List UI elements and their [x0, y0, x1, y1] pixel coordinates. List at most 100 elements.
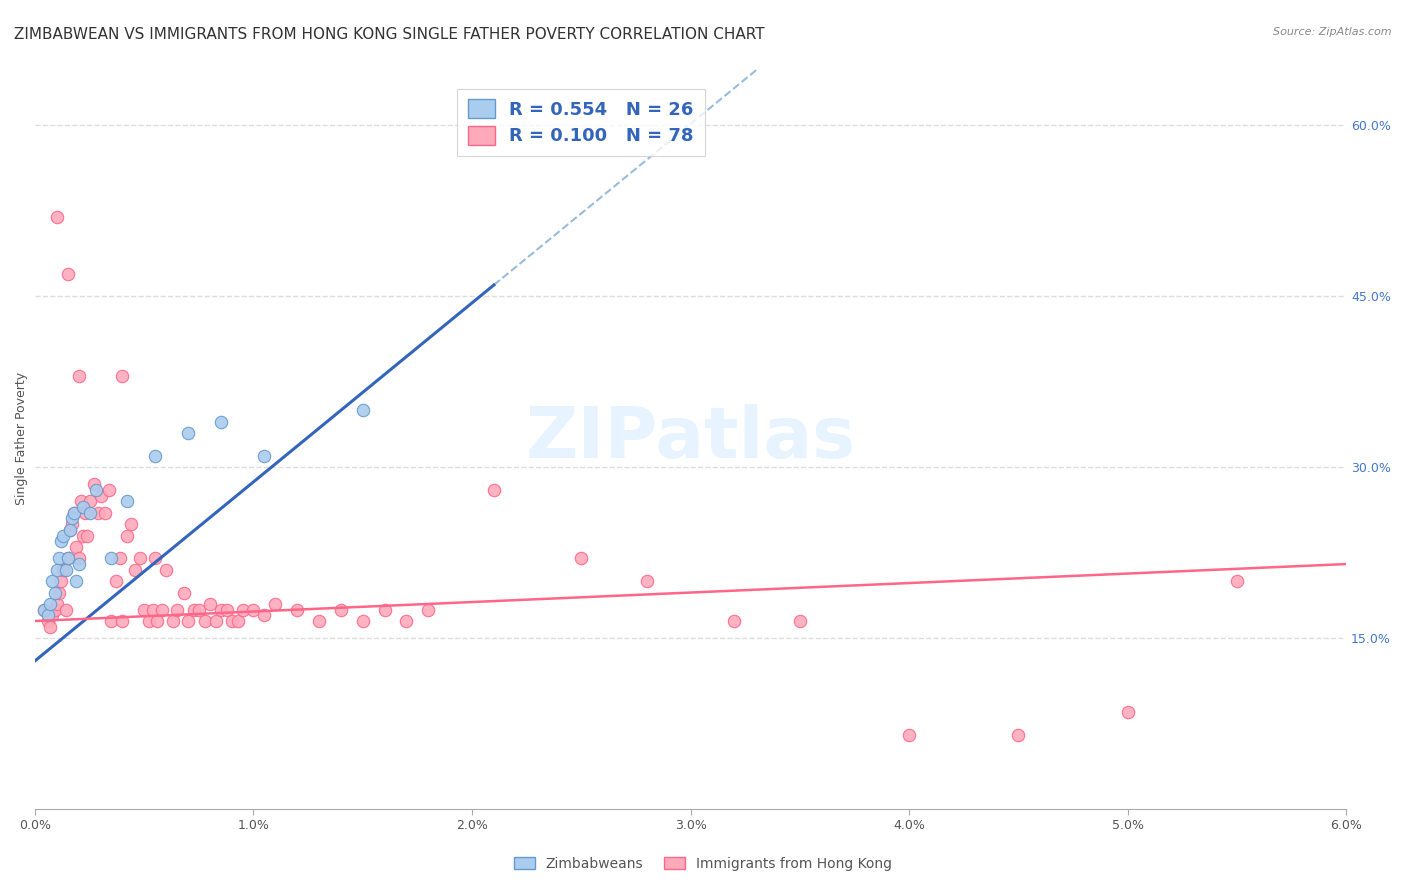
Point — [111, 614, 134, 628]
Point — [65, 540, 87, 554]
Point — [100, 614, 122, 628]
Point — [51, 574, 73, 589]
Point — [51, 534, 73, 549]
Point — [183, 602, 205, 616]
Point — [100, 551, 122, 566]
Point — [84, 483, 107, 497]
Point — [32, 602, 55, 616]
Point — [56, 267, 79, 281]
Point — [72, 500, 94, 515]
Point — [143, 449, 166, 463]
Point — [94, 506, 117, 520]
Point — [45, 597, 67, 611]
Point — [395, 614, 418, 628]
Point — [63, 506, 86, 520]
Point — [352, 403, 374, 417]
Point — [1226, 574, 1249, 589]
Point — [308, 614, 330, 628]
Point — [789, 614, 811, 628]
Point — [1116, 705, 1139, 719]
Point — [115, 494, 138, 508]
Text: ZIPatlas: ZIPatlas — [526, 404, 856, 474]
Point — [187, 602, 209, 616]
Point — [108, 551, 131, 566]
Point — [120, 517, 142, 532]
Point — [45, 563, 67, 577]
Point — [128, 551, 150, 566]
Point — [44, 602, 66, 616]
Point — [285, 602, 308, 616]
Point — [48, 551, 70, 566]
Text: ZIMBABWEAN VS IMMIGRANTS FROM HONG KONG SINGLE FATHER POVERTY CORRELATION CHART: ZIMBABWEAN VS IMMIGRANTS FROM HONG KONG … — [14, 27, 765, 42]
Point — [44, 585, 66, 599]
Point — [162, 614, 184, 628]
Text: Source: ZipAtlas.com: Source: ZipAtlas.com — [1274, 27, 1392, 37]
Point — [55, 602, 77, 616]
Y-axis label: Single Father Poverty: Single Father Poverty — [15, 372, 28, 505]
Point — [45, 210, 67, 224]
Point — [41, 574, 63, 589]
Point — [636, 574, 658, 589]
Point — [264, 597, 287, 611]
Point — [173, 585, 195, 599]
Point — [166, 602, 188, 616]
Point — [232, 602, 254, 616]
Point — [146, 614, 169, 628]
Point — [72, 528, 94, 542]
Legend: Zimbabweans, Immigrants from Hong Kong: Zimbabweans, Immigrants from Hong Kong — [509, 851, 897, 876]
Point — [98, 483, 121, 497]
Point — [134, 602, 156, 616]
Point — [1007, 728, 1029, 742]
Point — [60, 517, 83, 532]
Point — [898, 728, 921, 742]
Point — [52, 528, 75, 542]
Point — [63, 506, 86, 520]
Point — [65, 574, 87, 589]
Point — [59, 523, 82, 537]
Point — [177, 614, 200, 628]
Point — [194, 614, 217, 628]
Point — [79, 494, 101, 508]
Point — [329, 602, 352, 616]
Point — [150, 602, 173, 616]
Point — [209, 415, 232, 429]
Point — [60, 511, 83, 525]
Point — [52, 563, 75, 577]
Point — [79, 506, 101, 520]
Point — [39, 597, 62, 611]
Point — [374, 602, 396, 616]
Point — [142, 602, 165, 616]
Point — [32, 602, 55, 616]
Point — [39, 620, 62, 634]
Point — [569, 551, 592, 566]
Point — [55, 563, 77, 577]
Point — [143, 551, 166, 566]
Point — [75, 506, 97, 520]
Point — [352, 614, 374, 628]
Point — [253, 608, 276, 623]
Point — [67, 369, 90, 384]
Point — [221, 614, 243, 628]
Point — [89, 489, 111, 503]
Point — [418, 602, 440, 616]
Point — [37, 608, 59, 623]
Point — [56, 551, 79, 566]
Point — [205, 614, 228, 628]
Point — [111, 369, 134, 384]
Point — [76, 528, 98, 542]
Point — [253, 449, 276, 463]
Point — [83, 477, 105, 491]
Point — [155, 563, 177, 577]
Point — [48, 585, 70, 599]
Point — [482, 483, 505, 497]
Point — [124, 563, 146, 577]
Point — [104, 574, 127, 589]
Point — [67, 551, 90, 566]
Point — [67, 557, 90, 571]
Point — [209, 602, 232, 616]
Point — [59, 523, 82, 537]
Point — [242, 602, 264, 616]
Point — [226, 614, 249, 628]
Point — [41, 608, 63, 623]
Point — [37, 614, 59, 628]
